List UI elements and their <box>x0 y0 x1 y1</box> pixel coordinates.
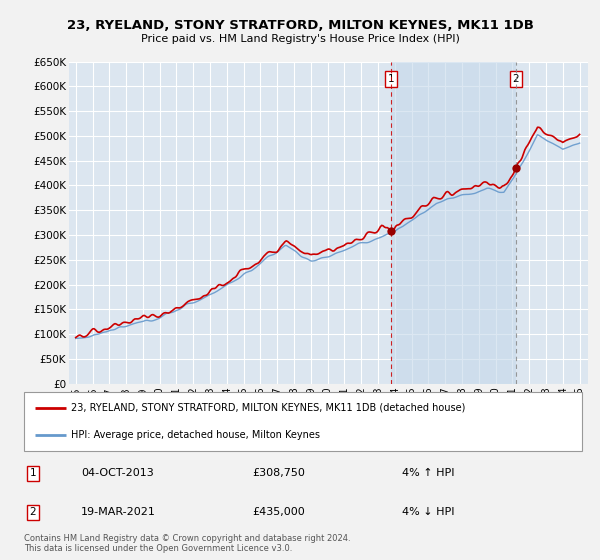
Text: 1: 1 <box>388 74 394 84</box>
Text: Price paid vs. HM Land Registry's House Price Index (HPI): Price paid vs. HM Land Registry's House … <box>140 34 460 44</box>
Text: 4% ↓ HPI: 4% ↓ HPI <box>402 507 455 517</box>
Text: 23, RYELAND, STONY STRATFORD, MILTON KEYNES, MK11 1DB: 23, RYELAND, STONY STRATFORD, MILTON KEY… <box>67 18 533 32</box>
Text: 1: 1 <box>29 468 37 478</box>
Text: 04-OCT-2013: 04-OCT-2013 <box>81 468 154 478</box>
Bar <box>391 62 516 384</box>
Text: 2: 2 <box>29 507 37 517</box>
Text: £308,750: £308,750 <box>252 468 305 478</box>
Text: £435,000: £435,000 <box>252 507 305 517</box>
Text: 2: 2 <box>512 74 519 84</box>
Text: 19-MAR-2021: 19-MAR-2021 <box>81 507 156 517</box>
Text: 23, RYELAND, STONY STRATFORD, MILTON KEYNES, MK11 1DB (detached house): 23, RYELAND, STONY STRATFORD, MILTON KEY… <box>71 403 466 413</box>
Text: HPI: Average price, detached house, Milton Keynes: HPI: Average price, detached house, Milt… <box>71 430 320 440</box>
Text: 4% ↑ HPI: 4% ↑ HPI <box>402 468 455 478</box>
Text: Contains HM Land Registry data © Crown copyright and database right 2024.
This d: Contains HM Land Registry data © Crown c… <box>24 534 350 553</box>
